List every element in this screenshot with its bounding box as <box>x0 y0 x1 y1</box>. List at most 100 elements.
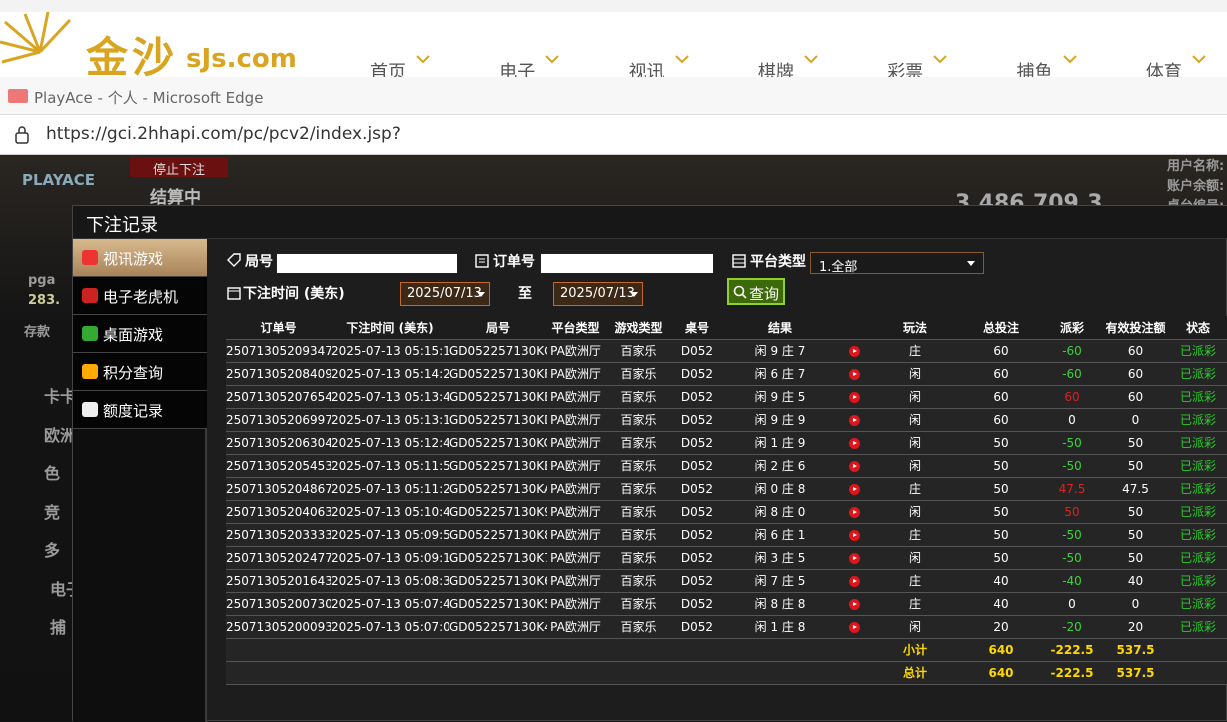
subtotal-label: 小计 <box>869 638 961 662</box>
cell: 60 <box>961 362 1041 386</box>
cell: 百家乐 <box>604 362 673 386</box>
cell: 闲 <box>869 546 961 570</box>
cell: 闲 <box>869 362 961 386</box>
date-to[interactable]: 2025/07/13 <box>553 282 643 306</box>
cell: 250713052024779 <box>226 546 331 570</box>
play-icon[interactable] <box>848 483 860 495</box>
cell: 2025-07-13 05:09:13 <box>331 546 449 570</box>
cell: GD052257130K5 <box>449 592 547 616</box>
chevron <box>1062 55 1077 64</box>
cell: 2025-07-13 05:09:57 <box>331 523 449 547</box>
blank-cell <box>449 661 547 685</box>
cell: 2025-07-13 05:13:15 <box>331 408 449 432</box>
play-icon[interactable] <box>848 506 860 518</box>
cell: 闲 7 庄 5 <box>721 569 839 593</box>
column-header: 桌号 <box>673 316 721 340</box>
date-from[interactable]: 2025/07/13 <box>400 282 490 306</box>
cell: 20 <box>961 615 1041 639</box>
cell: PA欧洲厅 <box>547 546 604 570</box>
cell: 闲 2 庄 6 <box>721 454 839 478</box>
menu-item[interactable]: 额度记录 <box>73 391 207 429</box>
cell: 庄 <box>869 339 961 363</box>
address-bar[interactable]: https://gci.2hhapi.com/pc/pcv2/index.jsp… <box>0 115 1227 155</box>
cell: GD052257130K4 <box>449 615 547 639</box>
blank-cell <box>547 638 604 662</box>
cell: D052 <box>673 569 721 593</box>
dialog-title: 下注记录 <box>73 206 1227 239</box>
cell: D052 <box>673 339 721 363</box>
cell: 2025-07-13 05:10:40 <box>331 500 449 524</box>
menu-item[interactable]: 电子老虎机 <box>73 277 207 315</box>
cell: 闲 <box>869 454 961 478</box>
cell: 庄 <box>869 569 961 593</box>
table-row: 250713052054530 2025-07-13 05:11:54 GD0522… <box>226 454 1227 478</box>
side-item: 竞 <box>44 502 61 522</box>
play-icon[interactable] <box>848 437 860 449</box>
cell: 50 <box>961 477 1041 501</box>
cell: 已派彩 <box>1168 339 1227 363</box>
cell: 250713052063041 <box>226 431 331 455</box>
play-icon[interactable] <box>848 598 860 610</box>
cell: 百家乐 <box>604 592 673 616</box>
round-input[interactable] <box>276 253 458 274</box>
cell: 闲 6 庄 1 <box>721 523 839 547</box>
menu-text: 视讯游戏 <box>103 250 164 268</box>
menu-item[interactable]: 视讯游戏 <box>73 239 207 277</box>
menu-text: 桌面游戏 <box>103 326 164 344</box>
cell: D052 <box>673 408 721 432</box>
cell: 闲 <box>869 615 961 639</box>
cell: 百家乐 <box>604 431 673 455</box>
play-icon[interactable] <box>848 391 860 403</box>
cell: 已派彩 <box>1168 569 1227 593</box>
play-icon[interactable] <box>848 621 860 633</box>
play-icon[interactable] <box>848 575 860 587</box>
play-icon[interactable] <box>848 414 860 426</box>
platform-icon <box>732 254 746 268</box>
cell: 50 <box>961 431 1041 455</box>
cell: 60 <box>1103 362 1168 386</box>
cell: 百家乐 <box>604 454 673 478</box>
play-icon[interactable] <box>848 345 860 357</box>
video-cell <box>839 385 869 409</box>
cell: 50 <box>961 546 1041 570</box>
column-header: 平台类型 <box>547 316 604 340</box>
cell: 已派彩 <box>1168 500 1227 524</box>
column-header-blank <box>839 316 869 340</box>
cell: 百家乐 <box>604 477 673 501</box>
status: 停止下注 <box>130 157 228 178</box>
cell: 已派彩 <box>1168 615 1227 639</box>
menu-text: 积分查询 <box>103 364 164 382</box>
lock-icon <box>15 126 29 144</box>
cell: D052 <box>673 523 721 547</box>
bet-record-dialog: 下注记录 视讯游戏 电子老虎机 桌面游戏 积分查询 额度记录 局号 订单号 平台类型 1… <box>72 205 1227 722</box>
play-icon[interactable] <box>848 552 860 564</box>
menu-text: 额度记录 <box>103 402 164 420</box>
cell: 50 <box>1103 523 1168 547</box>
menu-item[interactable]: 桌面游戏 <box>73 315 207 353</box>
cell: PA欧洲厅 <box>547 523 604 547</box>
cell: 百家乐 <box>604 546 673 570</box>
date-from-value: 2025/07/13 <box>407 286 482 301</box>
cell: 闲 0 庄 8 <box>721 477 839 501</box>
window-title: PlayAce - 个人 - Microsoft Edge <box>0 77 1227 115</box>
play-icon[interactable] <box>848 368 860 380</box>
play-icon[interactable] <box>848 460 860 472</box>
cell: GD052257130K6 <box>449 569 547 593</box>
logo-icon <box>0 12 72 64</box>
cell: D052 <box>673 592 721 616</box>
order-input[interactable] <box>540 253 714 274</box>
search-button[interactable]: 查询 <box>727 278 785 305</box>
video-cell <box>839 431 869 455</box>
menu-item[interactable]: 积分查询 <box>73 353 207 391</box>
cell: 已派彩 <box>1168 592 1227 616</box>
cell: -50 <box>1041 454 1103 478</box>
cell: 2025-07-13 05:11:22 <box>331 477 449 501</box>
video-cell <box>839 339 869 363</box>
video-cell <box>839 615 869 639</box>
cell: D052 <box>673 477 721 501</box>
play-icon[interactable] <box>848 529 860 541</box>
platform-select[interactable]: 1.全部 <box>810 252 984 275</box>
side-item: 多 <box>44 541 61 560</box>
total-payout: -222.5 <box>1041 661 1103 685</box>
cell: 60 <box>1041 385 1103 409</box>
